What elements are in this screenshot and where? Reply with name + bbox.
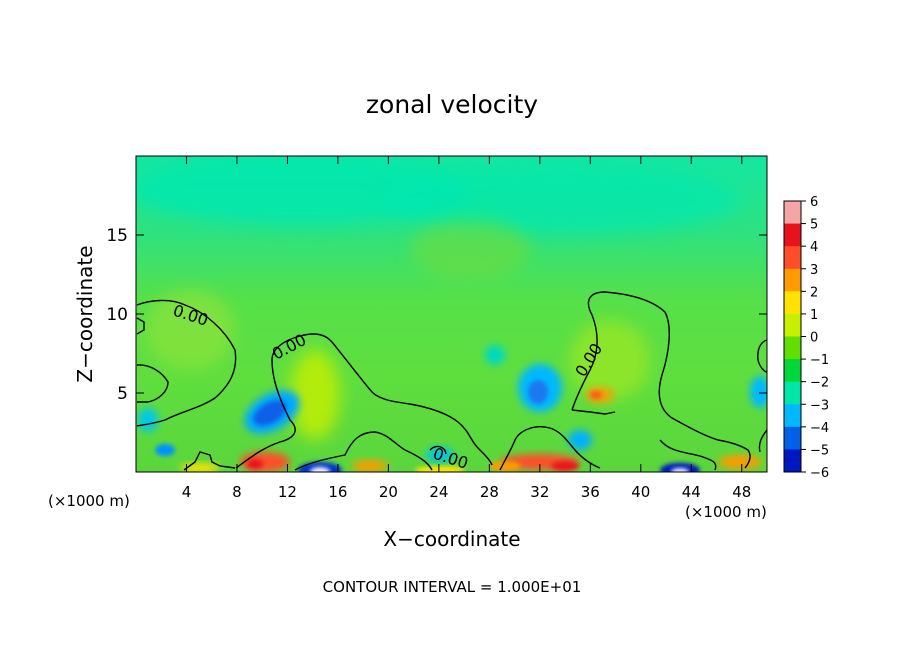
colorbar: 6 5 4 3 2 1 0 −1 −2 −3 −4 −5 −6 xyxy=(783,195,829,481)
zero-contours xyxy=(136,291,767,471)
contour-line xyxy=(571,291,751,469)
colorbar-swatch xyxy=(784,404,801,428)
field-patch xyxy=(155,444,175,456)
field-patches xyxy=(136,156,767,472)
field-patch xyxy=(240,452,290,472)
chart-title: zonal velocity xyxy=(366,90,538,119)
field-patch xyxy=(660,463,700,472)
colorbar-swatch xyxy=(784,359,801,383)
field-patch xyxy=(528,380,548,404)
x-tick-label: 48 xyxy=(732,483,751,501)
colorbar-label: 0 xyxy=(810,331,818,346)
field-patch xyxy=(380,165,740,235)
x-units-left: (×1000 m) xyxy=(48,492,130,510)
colorbar-swatch xyxy=(784,336,801,360)
contour-line xyxy=(571,409,616,415)
colorbar-label: −1 xyxy=(810,353,829,368)
field-patch xyxy=(590,391,602,399)
contour-line xyxy=(429,445,447,455)
x-axis-title: X−coordinate xyxy=(383,527,520,551)
y-tick-label: 10 xyxy=(106,305,128,325)
y-tick-label: 5 xyxy=(117,384,128,404)
x-tick-label: 24 xyxy=(429,483,448,501)
contour-line xyxy=(136,364,169,403)
colorbar-label: 3 xyxy=(810,263,818,278)
contour-line xyxy=(758,429,767,453)
field-patch xyxy=(750,376,767,408)
contour-line xyxy=(294,431,433,471)
x-tick-label: 32 xyxy=(530,483,549,501)
field-patch xyxy=(718,455,762,469)
colorbar-swatch xyxy=(784,426,801,450)
field-patch xyxy=(247,459,263,469)
field-patch xyxy=(310,467,330,472)
colorbar-swatch xyxy=(784,313,801,337)
field-patch xyxy=(426,447,454,463)
y-tick-label: 15 xyxy=(106,226,128,246)
colorbar-swatch xyxy=(784,268,801,292)
contour-line xyxy=(183,451,236,471)
colorbar-swatch xyxy=(784,201,801,225)
plot-area: 0.00 0.00 0.00 0.00 xyxy=(136,156,767,472)
colorbar-label: −6 xyxy=(810,466,829,481)
y-axis-title: Z−coordinate xyxy=(73,245,97,382)
colorbar-label: 2 xyxy=(810,285,818,300)
colorbar-swatch xyxy=(784,449,801,473)
x-tick-label: 8 xyxy=(232,483,242,501)
colorbar-label: 5 xyxy=(810,218,818,233)
y-axis: 5 10 15 xyxy=(106,226,767,404)
x-tick-label: 40 xyxy=(631,483,650,501)
field-patch xyxy=(570,320,650,400)
field-patch xyxy=(352,460,388,472)
contour-interval-note: CONTOUR INTERVAL = 1.000E+01 xyxy=(323,578,582,596)
field-patch xyxy=(415,466,465,472)
x-tick-label: 4 xyxy=(182,483,192,501)
field-patch xyxy=(489,461,521,471)
contour-line xyxy=(235,333,493,469)
x-tick-label: 16 xyxy=(328,483,347,501)
colorbar-label: 6 xyxy=(810,195,818,210)
contour-line xyxy=(659,439,717,471)
contour-line xyxy=(136,299,237,427)
field-patch xyxy=(551,461,579,471)
colorbar-label: 1 xyxy=(810,308,818,323)
field-patch xyxy=(290,350,340,440)
x-tick-label: 28 xyxy=(480,483,499,501)
field-patch xyxy=(138,408,158,432)
field-patch xyxy=(671,468,689,472)
colorbar-swatch xyxy=(784,381,801,405)
colorbar-label: −4 xyxy=(810,421,829,436)
colorbar-swatch xyxy=(784,223,801,247)
x-units-right: (×1000 m) xyxy=(685,503,767,521)
x-tick-label: 12 xyxy=(278,483,297,501)
colorbar-label: −2 xyxy=(810,376,829,391)
colorbar-label: −3 xyxy=(810,398,829,413)
colorbar-label: 4 xyxy=(810,240,818,255)
contour-line xyxy=(499,426,601,471)
x-tick-label: 36 xyxy=(581,483,600,501)
field-patch xyxy=(485,345,505,365)
contour-line xyxy=(757,339,767,373)
x-tick-label: 20 xyxy=(379,483,398,501)
x-axis: 4 8 12 16 20 24 28 32 36 40 44 48 xyxy=(182,156,751,501)
field-patch xyxy=(253,400,287,426)
field-patch xyxy=(568,430,592,450)
contour-line xyxy=(136,317,145,335)
colorbar-swatch xyxy=(784,291,801,315)
colorbar-swatch xyxy=(784,246,801,270)
field-patch xyxy=(145,290,235,370)
colorbar-label: −5 xyxy=(810,443,829,458)
field-patch xyxy=(410,220,530,280)
x-tick-label: 44 xyxy=(682,483,701,501)
